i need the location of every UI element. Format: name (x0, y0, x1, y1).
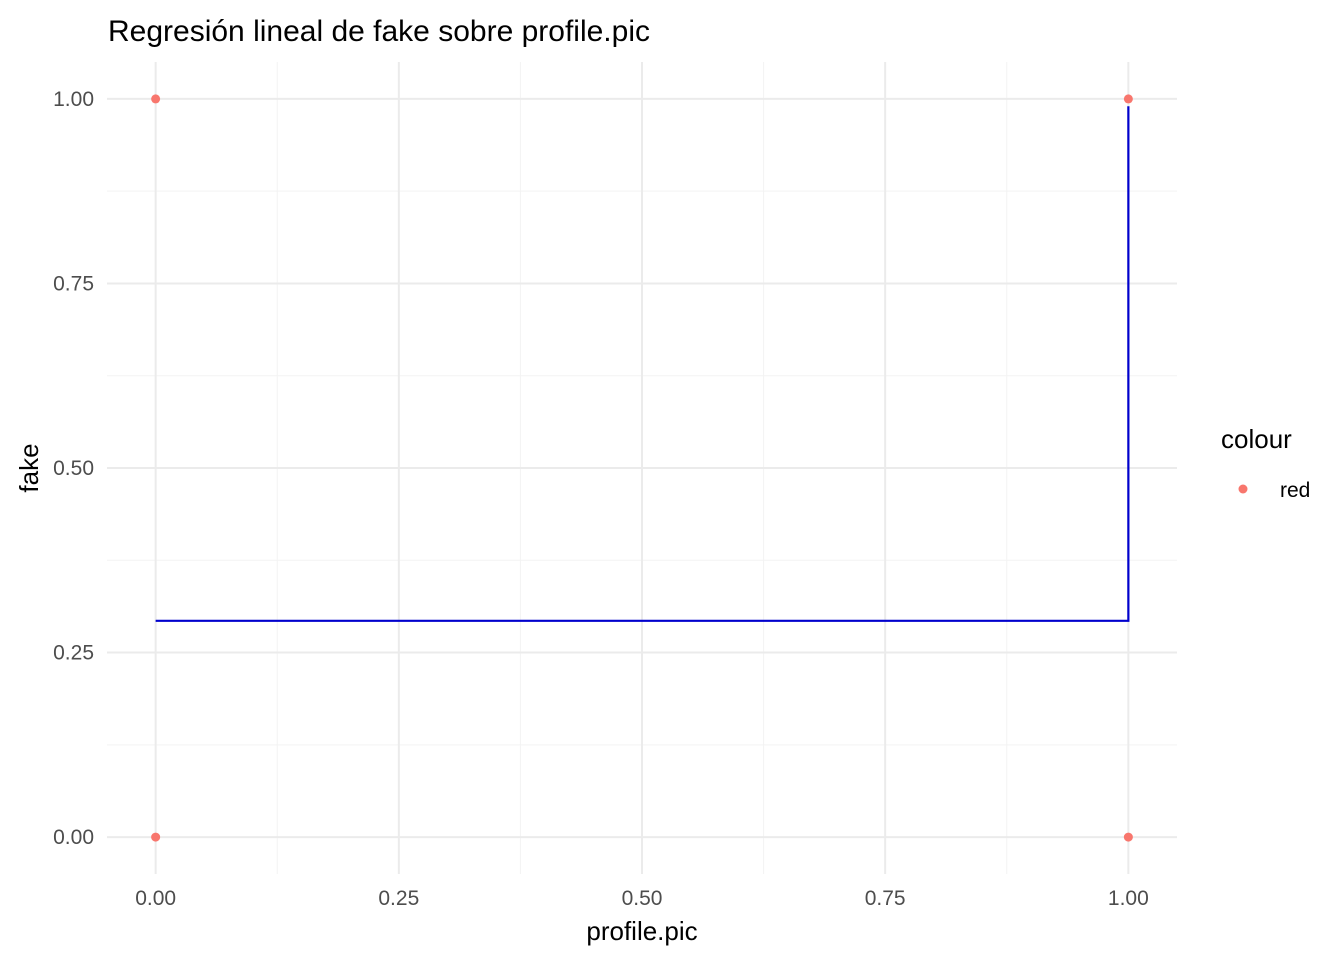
x-tick-label: 0.50 (622, 887, 663, 910)
x-axis-ticks: 0.00 0.25 0.50 0.75 1.00 (135, 887, 1149, 910)
x-tick-label: 0.75 (865, 887, 906, 910)
x-axis-title: profile.pic (586, 916, 697, 946)
chart-title: Regresión lineal de fake sobre profile.p… (108, 15, 650, 48)
legend-key-point (1238, 484, 1248, 494)
grid (107, 62, 1177, 874)
y-axis-title: fake (14, 443, 44, 492)
y-tick-label: 0.00 (53, 826, 94, 849)
legend-label: red (1280, 479, 1310, 502)
data-point (1123, 94, 1133, 104)
y-tick-label: 0.25 (53, 642, 94, 665)
regression-line-layer (155, 106, 1130, 622)
x-tick-label: 0.00 (135, 887, 176, 910)
data-point (151, 832, 161, 842)
y-tick-label: 0.75 (53, 272, 94, 295)
scatter-points-layer (151, 94, 1133, 842)
legend-title: colour (1221, 424, 1292, 454)
data-point (1123, 832, 1133, 842)
x-tick-label: 0.25 (378, 887, 419, 910)
data-point (151, 94, 161, 104)
y-tick-label: 1.00 (53, 88, 94, 111)
y-axis-ticks: 0.00 0.25 0.50 0.75 1.00 (53, 88, 94, 849)
y-tick-label: 0.50 (53, 457, 94, 480)
regression-line (155, 106, 1130, 622)
x-tick-label: 1.00 (1108, 887, 1149, 910)
legend-entries: red (1238, 479, 1310, 502)
legend: colour red (1221, 424, 1310, 502)
